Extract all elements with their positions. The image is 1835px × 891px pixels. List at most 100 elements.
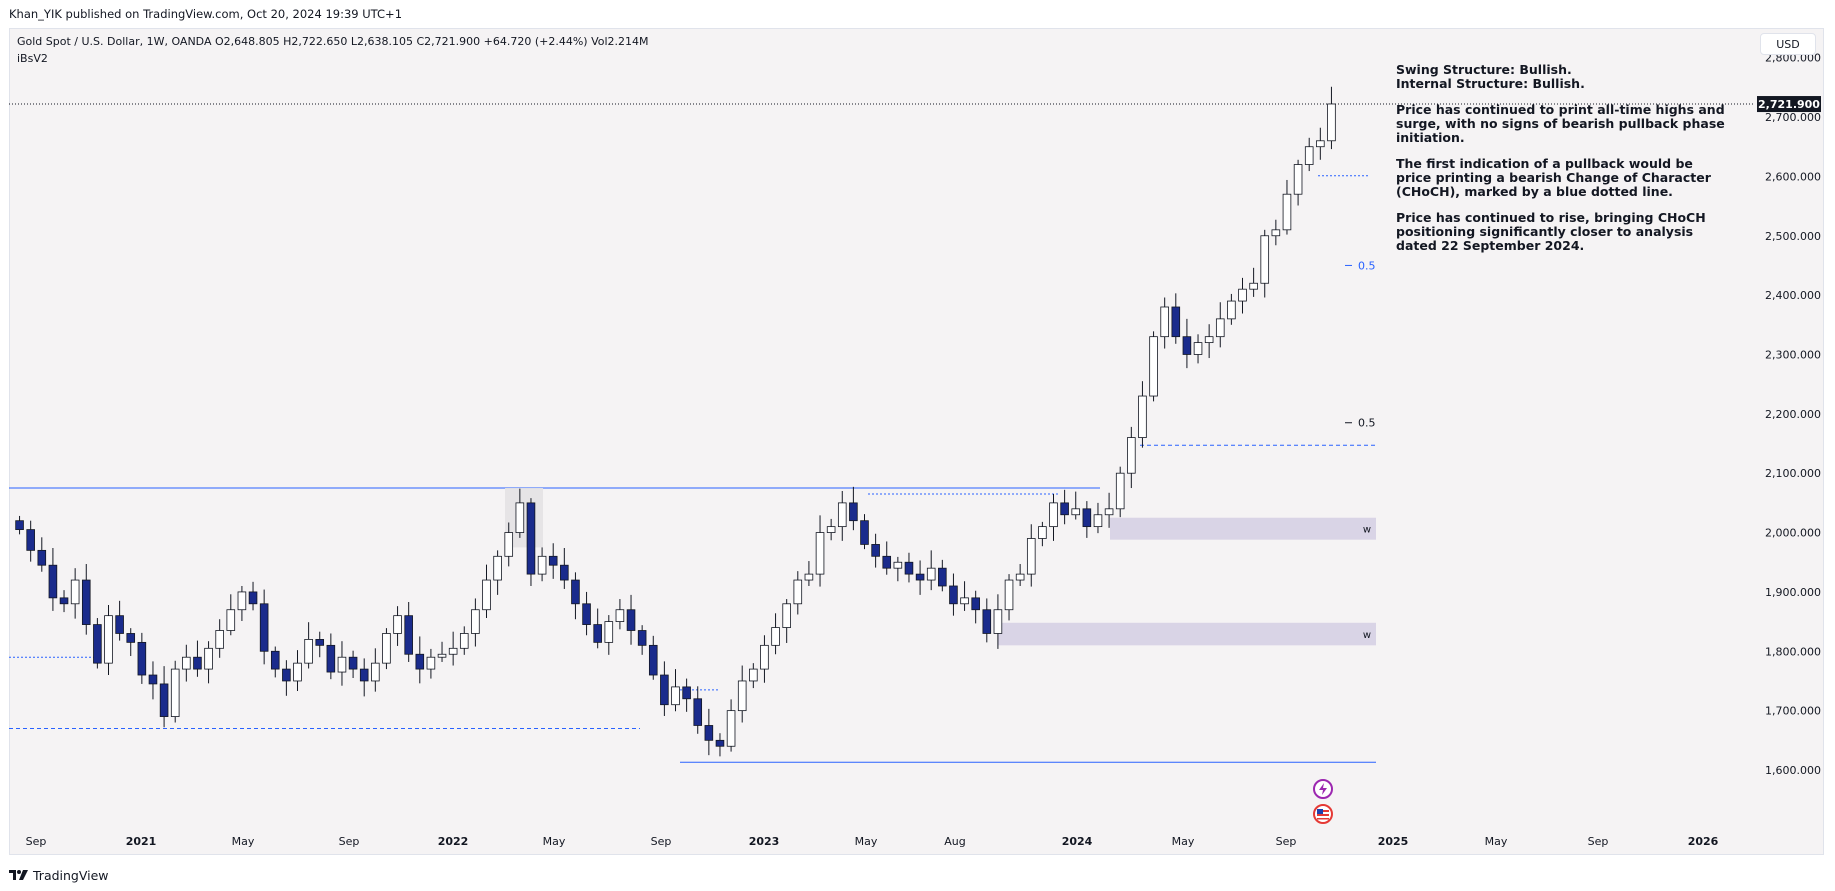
candle-body[interactable]	[170, 668, 180, 717]
candle-body[interactable]	[1249, 282, 1258, 290]
candle-body[interactable]	[604, 621, 614, 643]
candle-body[interactable]	[126, 633, 136, 643]
candle-body[interactable]	[1215, 318, 1225, 338]
candle-body[interactable]	[259, 603, 269, 652]
candle-body[interactable]	[793, 579, 803, 605]
chart-pane[interactable]	[9, 28, 1824, 855]
candle-body[interactable]	[1004, 579, 1014, 611]
candle-body[interactable]	[293, 662, 302, 682]
candle-body[interactable]	[459, 633, 469, 649]
candle-body[interactable]	[1138, 395, 1147, 438]
candle-body[interactable]	[26, 529, 35, 551]
candle-body[interactable]	[571, 579, 580, 605]
candle-body[interactable]	[448, 647, 458, 655]
candle-body[interactable]	[871, 544, 880, 557]
candle-body[interactable]	[704, 725, 714, 741]
candle-body[interactable]	[1204, 336, 1214, 344]
candle-body[interactable]	[593, 624, 602, 643]
candle-body[interactable]	[860, 520, 869, 545]
candle-body[interactable]	[1182, 336, 1192, 355]
candle-body[interactable]	[893, 561, 903, 569]
candle-body[interactable]	[904, 561, 914, 575]
candle-body[interactable]	[104, 615, 113, 664]
candle-body[interactable]	[637, 630, 647, 646]
candle-body[interactable]	[949, 585, 958, 605]
candle-body[interactable]	[726, 710, 736, 747]
candle-body[interactable]	[737, 680, 747, 712]
candle-body[interactable]	[1160, 306, 1169, 338]
candle-body[interactable]	[1026, 538, 1036, 575]
candle-body[interactable]	[938, 567, 947, 587]
candle-body[interactable]	[393, 615, 402, 634]
candle-body[interactable]	[626, 609, 636, 631]
candle-body[interactable]	[426, 656, 436, 670]
candle-body[interactable]	[359, 668, 369, 682]
candle-body[interactable]	[337, 656, 347, 673]
candle-body[interactable]	[993, 609, 1003, 634]
candle-body[interactable]	[1115, 472, 1125, 510]
candle-body[interactable]	[971, 597, 980, 611]
candle-body[interactable]	[215, 630, 224, 649]
candle-body[interactable]	[682, 686, 691, 700]
candle-body[interactable]	[1082, 508, 1092, 528]
candle-body[interactable]	[93, 624, 102, 664]
candle-body[interactable]	[1049, 502, 1058, 528]
candle-body[interactable]	[493, 555, 502, 581]
candle-body[interactable]	[382, 633, 391, 664]
candle-body[interactable]	[37, 549, 47, 566]
candle-body[interactable]	[826, 526, 836, 533]
demand-zone[interactable]	[1110, 517, 1376, 540]
candle-body[interactable]	[404, 615, 413, 655]
tradingview-brand[interactable]: TradingView	[33, 867, 109, 883]
candle-body[interactable]	[1238, 288, 1247, 302]
lightning-event-icon[interactable]	[1313, 779, 1333, 799]
candle-body[interactable]	[771, 627, 780, 646]
candle-body[interactable]	[137, 641, 147, 676]
candle-body[interactable]	[782, 603, 791, 628]
candle-body[interactable]	[1227, 300, 1236, 320]
candle-body[interactable]	[1071, 508, 1081, 516]
candle-body[interactable]	[1127, 437, 1136, 474]
candle-body[interactable]	[482, 579, 491, 611]
candle-body[interactable]	[615, 609, 625, 623]
candle-body[interactable]	[1093, 514, 1103, 528]
candle-body[interactable]	[48, 564, 58, 599]
candle-body[interactable]	[15, 520, 24, 530]
candle-body[interactable]	[1038, 526, 1047, 539]
candle-body[interactable]	[1327, 103, 1336, 142]
candle-body[interactable]	[326, 644, 336, 673]
candle-body[interactable]	[648, 644, 658, 676]
candle-body[interactable]	[471, 609, 480, 634]
candle-body[interactable]	[270, 650, 280, 670]
candle-body[interactable]	[1260, 235, 1270, 284]
candle-body[interactable]	[282, 668, 291, 682]
candle-body[interactable]	[560, 564, 569, 581]
candle-body[interactable]	[81, 579, 91, 625]
candle-body[interactable]	[760, 644, 769, 670]
candle-body[interactable]	[1104, 508, 1114, 516]
candle-body[interactable]	[1304, 146, 1314, 165]
candle-body[interactable]	[59, 597, 69, 605]
candle-body[interactable]	[1271, 229, 1281, 237]
candle-body[interactable]	[526, 502, 536, 575]
candle-body[interactable]	[960, 597, 969, 605]
candle-body[interactable]	[548, 555, 558, 566]
candle-body[interactable]	[1171, 306, 1181, 338]
candle-body[interactable]	[1149, 336, 1158, 397]
candle-body[interactable]	[437, 653, 447, 658]
candle-body[interactable]	[226, 609, 236, 631]
candle-body[interactable]	[415, 653, 425, 670]
symbol-legend[interactable]: Gold Spot / U.S. Dollar, 1W, OANDA O2,64…	[17, 35, 649, 48]
candle-body[interactable]	[982, 609, 992, 634]
candle-body[interactable]	[304, 639, 313, 664]
candle-body[interactable]	[70, 579, 80, 605]
indicator-legend[interactable]: iBsV2	[17, 52, 48, 65]
candle-body[interactable]	[1293, 164, 1303, 195]
candle-body[interactable]	[749, 668, 758, 682]
candle-body[interactable]	[193, 656, 202, 670]
candle-body[interactable]	[815, 532, 825, 575]
candle-body[interactable]	[182, 656, 191, 670]
candle-body[interactable]	[159, 683, 169, 717]
candle-body[interactable]	[237, 591, 247, 611]
